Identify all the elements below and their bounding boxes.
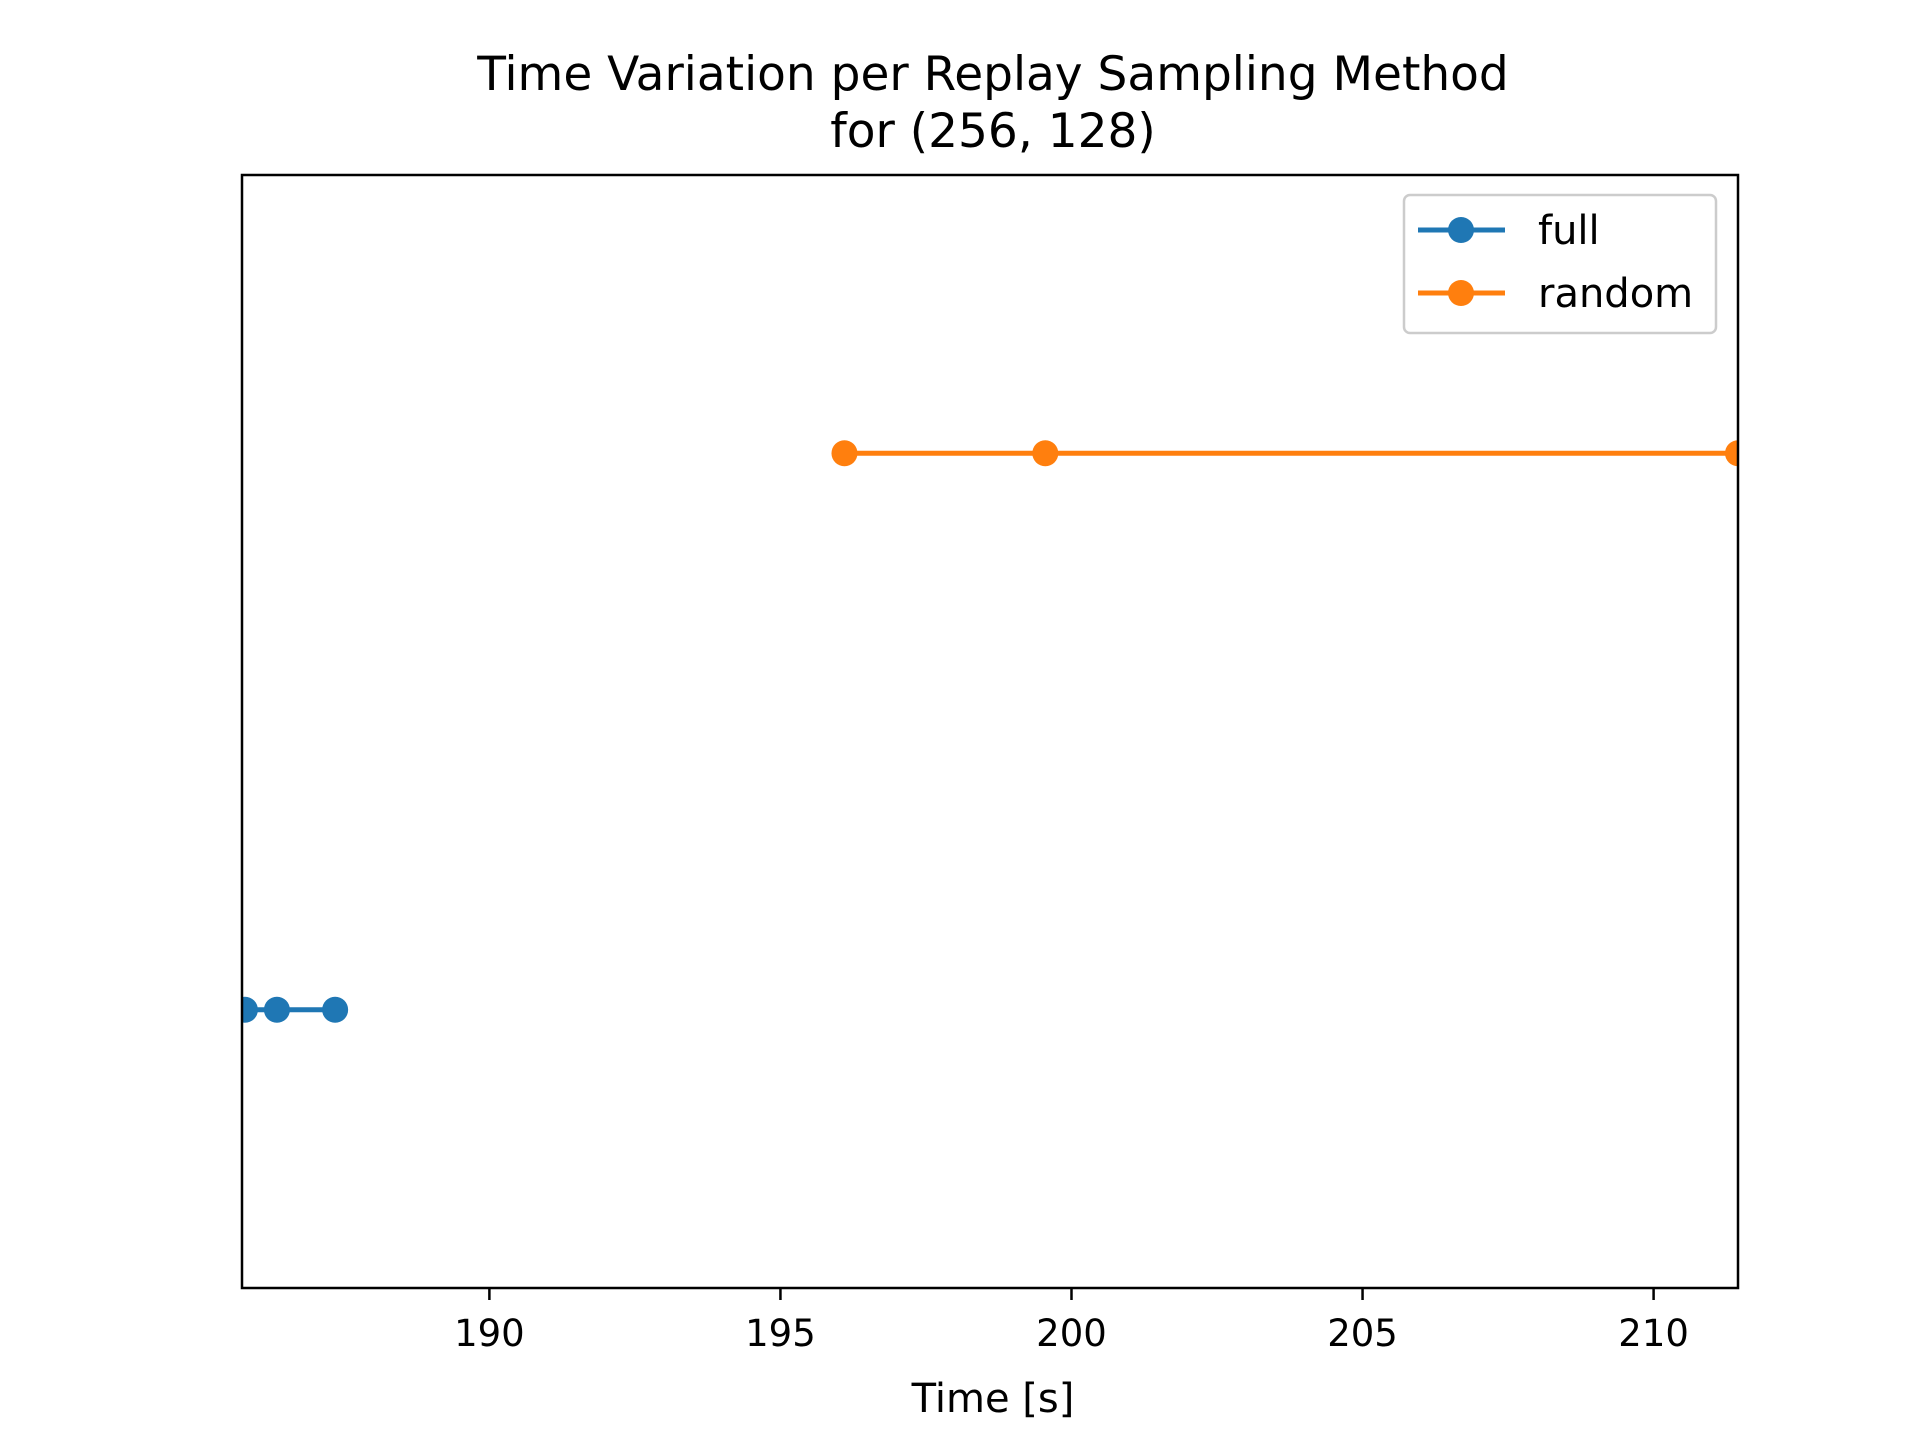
data-point-random <box>831 440 858 467</box>
x-tick-label: 205 <box>1327 1312 1398 1355</box>
plot-area <box>242 440 1738 1023</box>
x-tick-label: 210 <box>1618 1312 1689 1355</box>
legend-swatch-marker-random <box>1448 280 1474 306</box>
legend: full random <box>1402 193 1718 335</box>
data-point-full <box>322 996 349 1023</box>
data-point-random <box>1032 440 1059 467</box>
axes-frame <box>240 173 1740 1290</box>
chart-title: Time Variation per Replay Sampling Metho… <box>476 47 1509 102</box>
x-tick-label: 190 <box>454 1312 525 1355</box>
chart-subtitle: for (256, 128) <box>830 104 1156 159</box>
x-axis: 190 195 200 205 210 <box>454 1288 1689 1355</box>
legend-label-random: random <box>1538 271 1693 317</box>
data-point-random <box>1725 440 1738 467</box>
x-tick-label: 195 <box>745 1312 816 1355</box>
legend-swatch-marker-full <box>1448 217 1474 243</box>
data-point-full <box>263 996 290 1023</box>
legend-label-full: full <box>1538 208 1600 254</box>
data-point-full <box>242 996 258 1023</box>
x-axis-label: Time [s] <box>911 1376 1075 1422</box>
x-tick-label: 200 <box>1036 1312 1107 1355</box>
